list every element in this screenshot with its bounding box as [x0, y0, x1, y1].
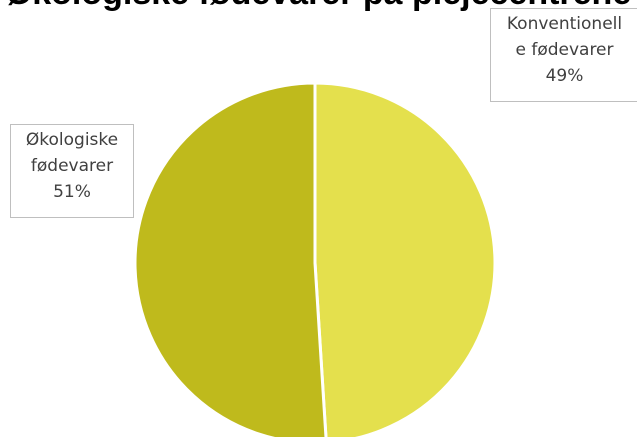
- slice-label-konventionelle: Konventionell e fødevarer 49%: [490, 8, 637, 102]
- chart-title: Økologiske fødevarer på plejecentrene: [0, 0, 637, 13]
- slice-label-percent: 49%: [545, 66, 584, 86]
- slice-label-okologiske: Økologiske fødevarer 51%: [10, 124, 134, 218]
- pie-slice-konventionelle: [313, 81, 497, 437]
- slice-label-line: Økologiske: [25, 130, 119, 150]
- slice-label-line: fødevarer: [30, 156, 114, 176]
- pie-slice-okologiske: [133, 81, 328, 437]
- slice-label-line: e fødevarer: [515, 40, 614, 60]
- slice-label-percent: 51%: [53, 182, 91, 202]
- slice-label-line: Konventionell: [506, 14, 623, 34]
